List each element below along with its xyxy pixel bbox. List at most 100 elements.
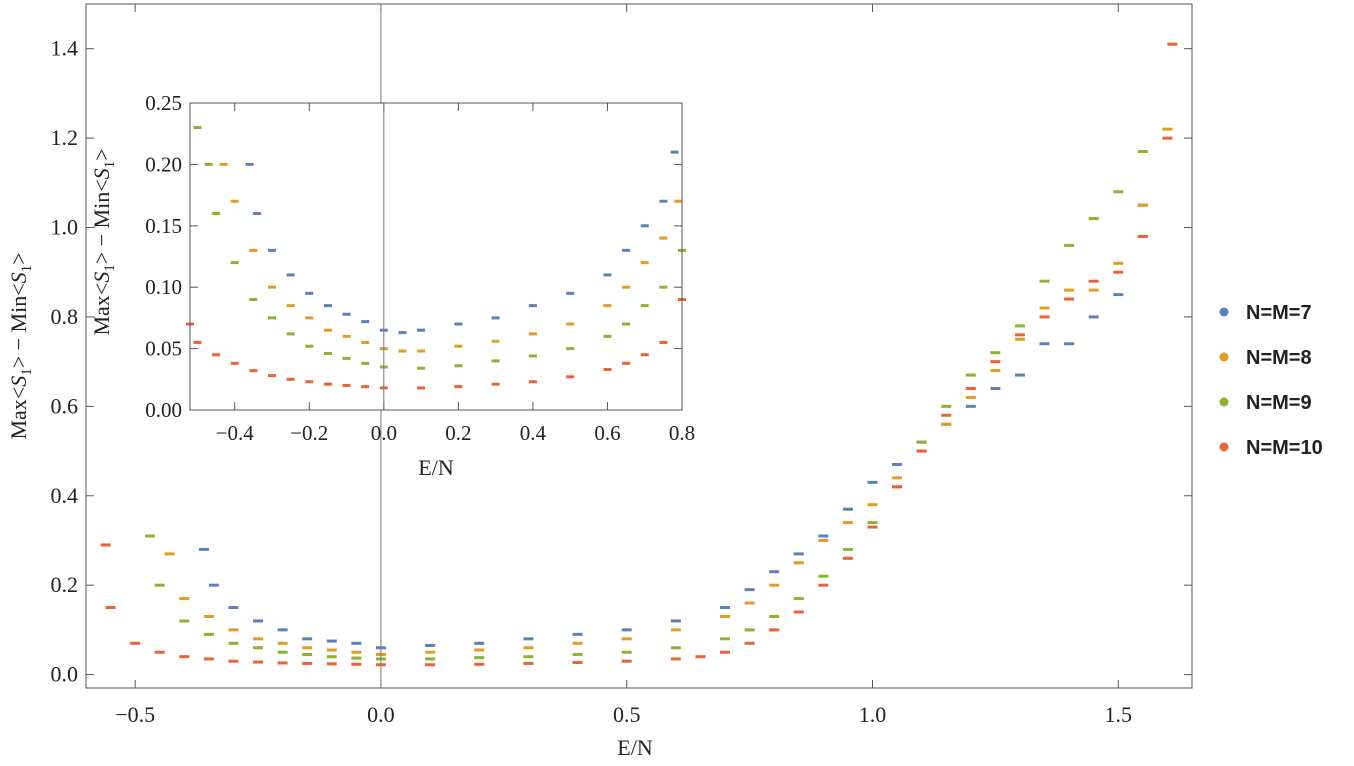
data-point (1039, 306, 1050, 310)
data-point (965, 386, 976, 390)
data-point (769, 628, 780, 632)
data-point (1162, 136, 1173, 140)
data-point (454, 364, 463, 368)
data-point (842, 521, 853, 525)
data-point (305, 291, 314, 295)
data-point (867, 480, 878, 484)
y-tick-label: 0.10 (145, 275, 182, 299)
data-point (941, 413, 952, 417)
data-point (793, 597, 804, 601)
data-point (253, 646, 264, 650)
data-point (1088, 217, 1099, 221)
data-point (640, 224, 649, 228)
inset-y-tick-labels: 0.00 0.05 0.10 0.15 0.20 0.25 (145, 91, 182, 422)
data-point (230, 199, 239, 203)
data-point (425, 663, 436, 667)
data-point (203, 657, 214, 661)
inset-y-axis-title-var: S (89, 272, 114, 283)
data-point (326, 655, 337, 659)
main-y-axis-title-sub: 1 (19, 265, 35, 273)
x-tick-label: 1.5 (1105, 702, 1133, 727)
data-point (1088, 288, 1099, 292)
data-point (818, 538, 829, 542)
data-point (130, 641, 141, 645)
data-point (204, 162, 213, 166)
data-point (622, 285, 631, 289)
data-point (528, 304, 537, 308)
data-point (965, 395, 976, 399)
data-point (491, 359, 500, 363)
inset-plot-frame (189, 102, 683, 411)
data-point (302, 661, 313, 665)
data-point (867, 503, 878, 507)
data-point (793, 610, 804, 614)
data-point (1137, 234, 1148, 238)
data-point (342, 383, 351, 387)
data-point (1137, 150, 1148, 154)
y-tick-label: 0.6 (51, 393, 79, 418)
data-point (1064, 297, 1075, 301)
series-N=M=8 (164, 127, 1173, 656)
data-point (268, 285, 276, 289)
data-point (640, 261, 649, 265)
data-point (193, 340, 202, 344)
data-point (842, 547, 853, 551)
data-point (1137, 203, 1148, 207)
data-point (621, 659, 632, 663)
data-point (342, 334, 351, 338)
data-point (990, 351, 1001, 355)
data-point (179, 597, 190, 601)
data-point (230, 361, 239, 365)
data-point (361, 340, 370, 344)
data-point (198, 547, 209, 551)
data-point (659, 236, 668, 240)
data-point (474, 662, 485, 666)
data-point (249, 248, 258, 252)
data-point (253, 637, 264, 641)
data-point (302, 637, 313, 641)
x-tick-label: 0.6 (594, 421, 620, 445)
inset-x-tick-labels: −0.4 −0.2 0.0 0.2 0.4 0.6 0.8 (216, 421, 695, 445)
legend-label: N=M=7 (1246, 302, 1312, 324)
main-plot-points (100, 42, 1178, 667)
data-point (474, 648, 485, 652)
data-point (305, 380, 314, 384)
legend-marker (1219, 307, 1229, 317)
data-point (212, 353, 221, 357)
data-point (941, 404, 952, 408)
data-point (990, 369, 1001, 373)
data-point (769, 570, 780, 574)
data-point (417, 386, 426, 390)
data-point (398, 349, 407, 353)
data-point (1064, 288, 1075, 292)
data-point (695, 655, 706, 659)
legend-label: N=M=9 (1246, 392, 1312, 414)
main-y-axis-title-var: S (6, 272, 31, 283)
data-point (1088, 279, 1099, 283)
data-point (351, 641, 362, 645)
data-point (622, 248, 631, 252)
data-point (892, 476, 903, 480)
data-point (491, 316, 500, 320)
data-point (867, 521, 878, 525)
inset-y-axis-title-sub: 1 (102, 161, 118, 169)
data-point (1039, 279, 1050, 283)
data-point (417, 328, 426, 332)
data-point (1014, 324, 1025, 328)
main-y-axis-title-var: S (6, 376, 31, 387)
data-point (769, 583, 780, 587)
data-point (528, 354, 537, 358)
data-point (361, 385, 370, 389)
inset-y-axis-title-part: > (89, 148, 114, 160)
data-point (425, 650, 436, 654)
legend: N=M=7 N=M=8 N=M=9 N=M=10 (1219, 302, 1323, 459)
data-point (523, 661, 534, 665)
data-point (305, 316, 314, 320)
data-point (326, 648, 337, 652)
data-point (228, 628, 239, 632)
data-point (425, 644, 436, 648)
data-point (640, 353, 649, 357)
data-point (228, 606, 239, 610)
main-y-axis-title: Max<S1> − Min<S1> (6, 252, 35, 439)
data-point (179, 655, 190, 659)
